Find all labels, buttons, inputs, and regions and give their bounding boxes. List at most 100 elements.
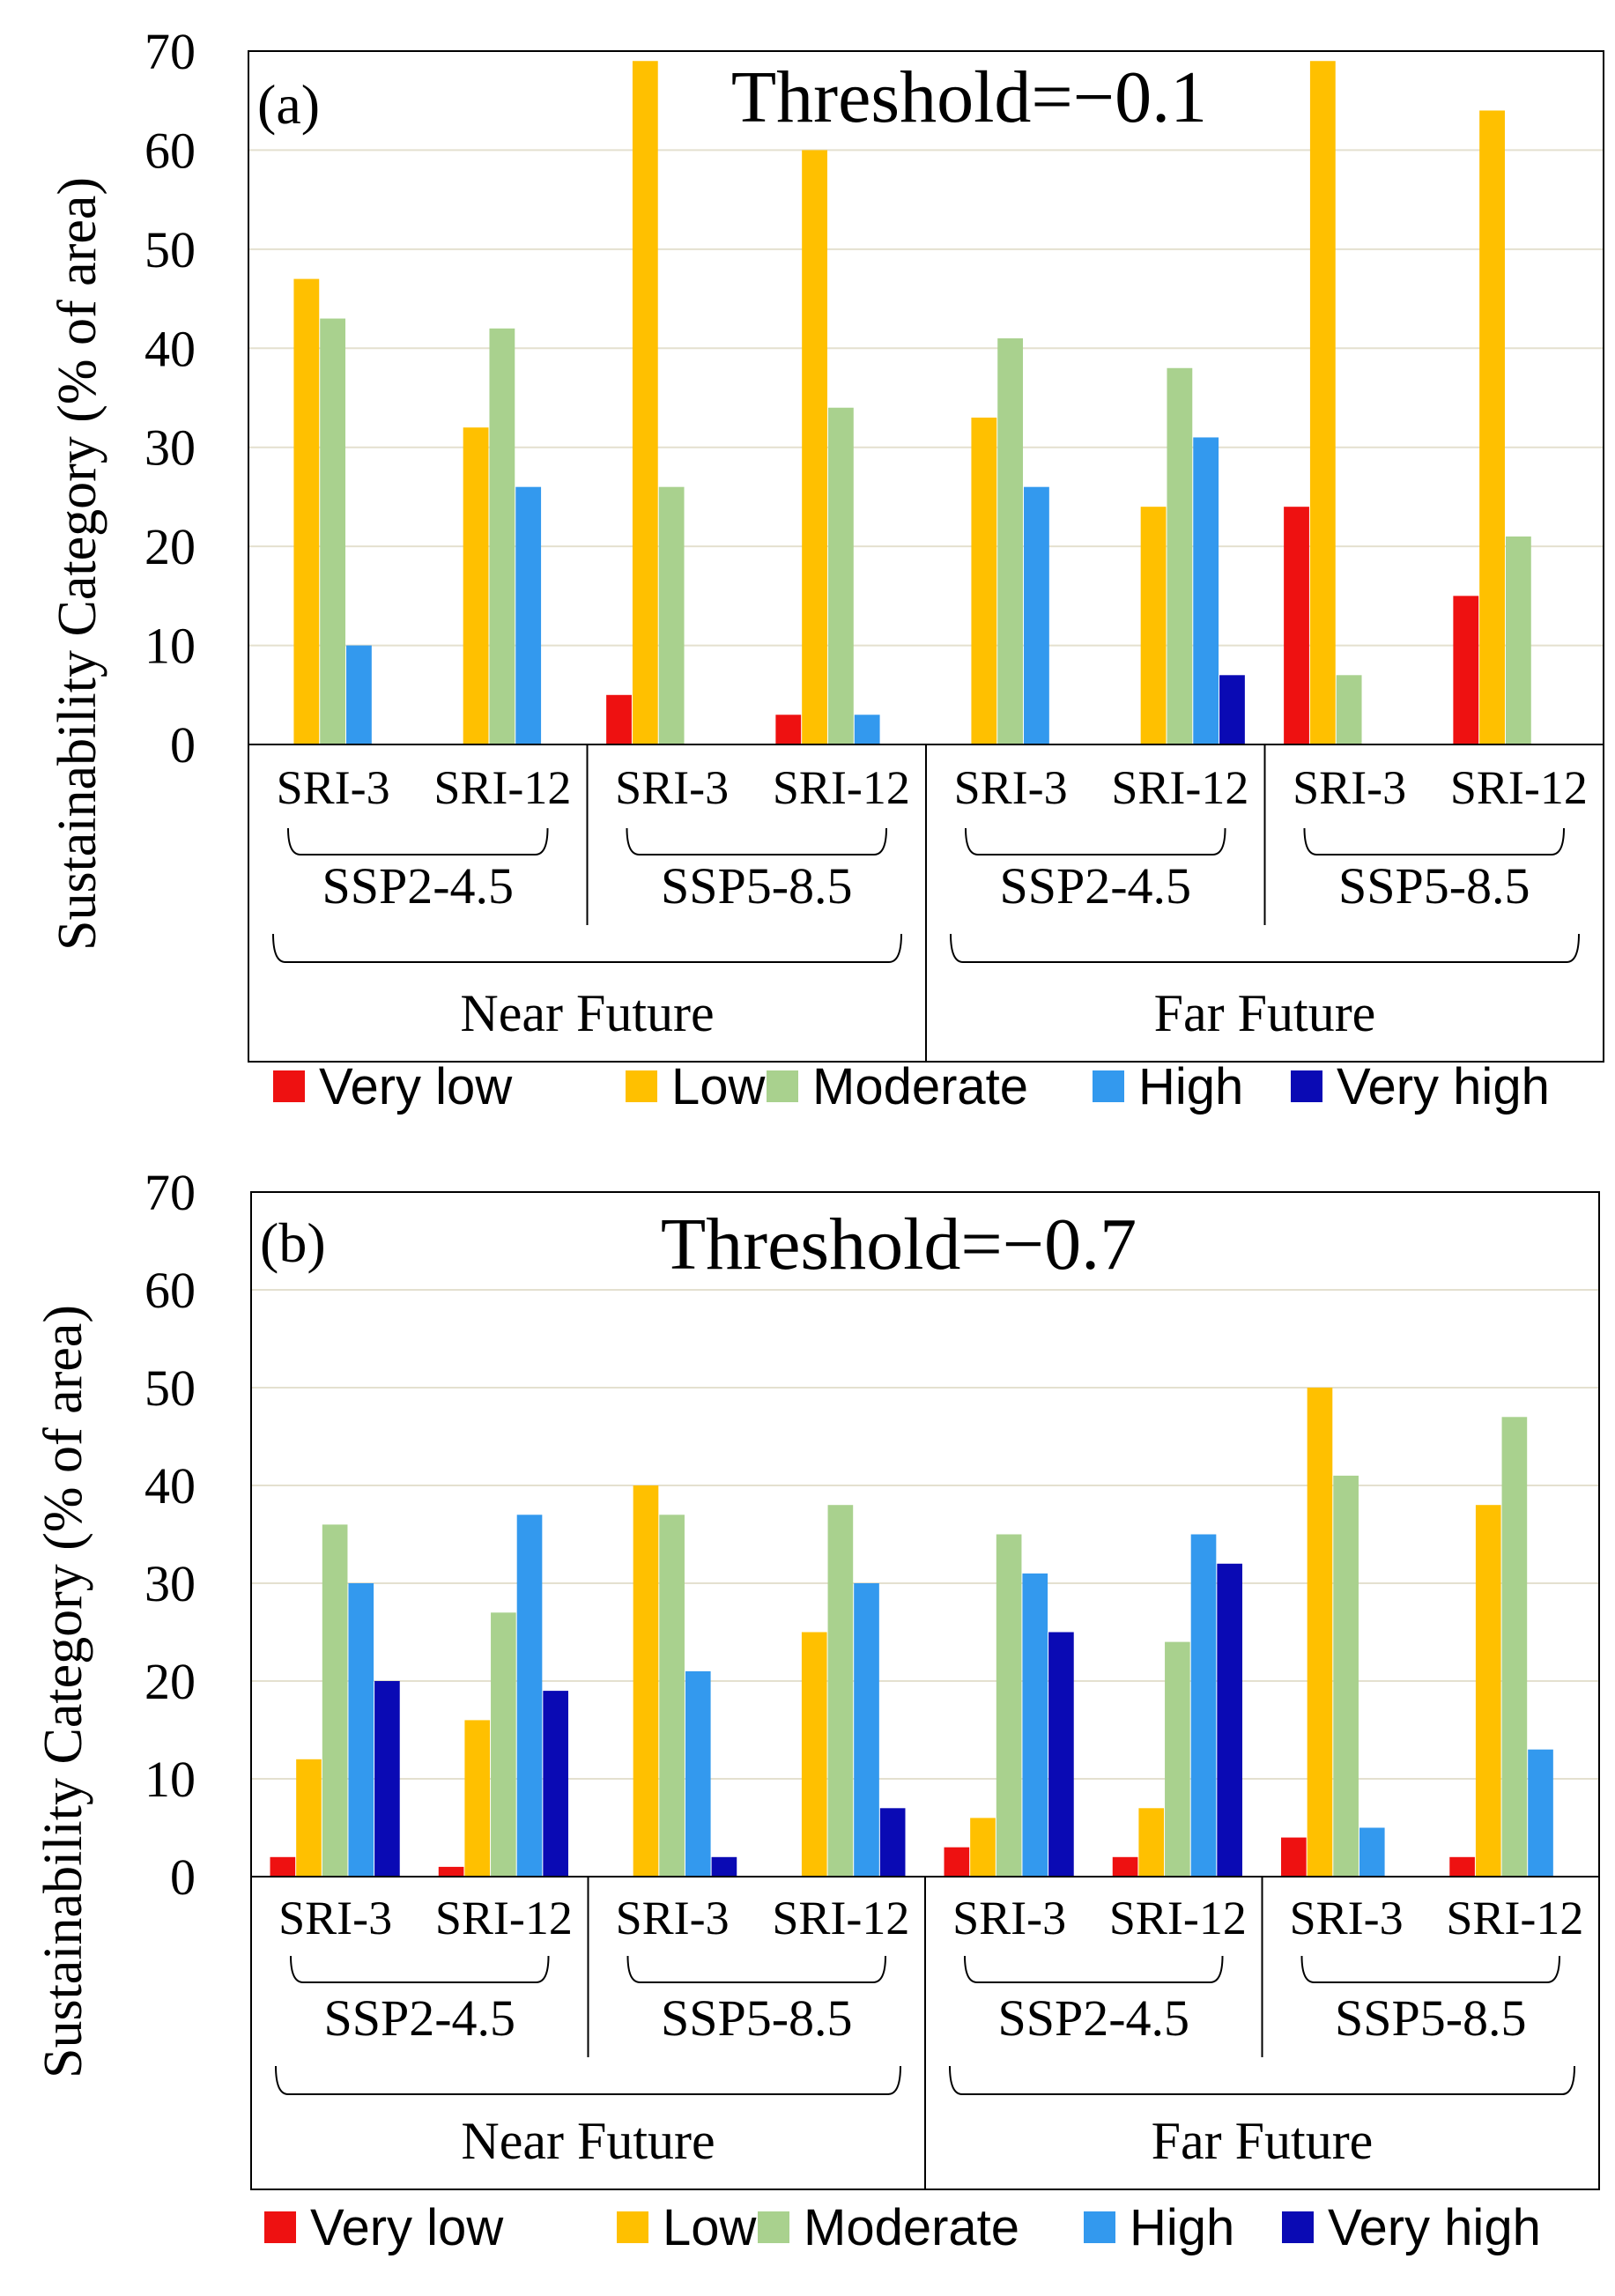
y-tick-label: 0 — [170, 1848, 196, 1906]
y-tick-label: 50 — [144, 221, 196, 278]
bar-moderate — [1505, 536, 1531, 744]
bar-very-low — [1112, 1856, 1138, 1877]
period-bracket — [275, 2065, 901, 2095]
legend-a: Very low Low Moderate High Very high — [273, 1058, 1550, 1115]
bar-very-high — [1048, 1632, 1074, 1877]
scenario-label: SSP5-8.5 — [1335, 1989, 1527, 2047]
bar-low — [1307, 1388, 1333, 1877]
bar-very-high — [374, 1681, 400, 1877]
legend-swatch-very-high — [1291, 1070, 1322, 1102]
y-tick-label: 30 — [144, 419, 196, 477]
scenario-label: SSP5-8.5 — [1338, 857, 1530, 915]
legend-label: Moderate — [812, 1058, 1028, 1115]
y-tick-label: 40 — [144, 320, 196, 377]
y-tick-label: 50 — [144, 1359, 196, 1417]
bar-very-high — [543, 1691, 568, 1877]
x-category-label: SRI-12 — [1109, 1892, 1247, 1944]
bar-very-low — [1453, 596, 1479, 744]
scenario-bracket — [626, 1955, 886, 1983]
panel-b: 0 10 20 30 40 50 60 70 SRI-3 SRI-12 SRI-3 SRI-12 SRI… — [144, 1164, 1600, 2190]
period-label: Far Future — [1154, 984, 1376, 1042]
legend-label: Very high — [1337, 1058, 1550, 1115]
bar-high — [1024, 486, 1049, 744]
period-label: Near Future — [461, 2112, 715, 2170]
bar-low — [971, 417, 997, 744]
scenario-label: SSP2-4.5 — [997, 1989, 1189, 2047]
y-tick-label: 0 — [170, 716, 196, 774]
scenario-bracket — [626, 827, 887, 855]
bar-moderate — [827, 407, 854, 744]
panel-label: (a) — [257, 73, 320, 136]
bar-high — [1528, 1749, 1553, 1877]
x-category-label: SRI-12 — [433, 761, 571, 814]
y-tick-label: 20 — [144, 1653, 196, 1710]
bar-low — [1138, 1808, 1165, 1877]
bar-moderate — [1501, 1417, 1528, 1877]
x-category-label: SRI-12 — [1446, 1892, 1583, 1944]
bar-very-low — [775, 715, 802, 744]
bar-very-low — [438, 1866, 464, 1877]
bar-high — [515, 486, 542, 744]
bar-very-low — [606, 694, 632, 744]
x-category-label: SRI-3 — [1290, 1892, 1404, 1944]
legend-label: Very low — [310, 2199, 504, 2256]
y-tick-label: 40 — [144, 1457, 196, 1515]
y-tick-label: 60 — [144, 1262, 196, 1319]
period-label: Near Future — [460, 984, 714, 1042]
x-category-label: SRI-12 — [1450, 761, 1588, 814]
y-tick-label: 70 — [144, 23, 196, 80]
y-tick-label: 10 — [144, 1751, 196, 1808]
scenario-bracket — [287, 827, 549, 855]
bar-very-low — [944, 1847, 970, 1877]
bar-moderate — [1167, 367, 1193, 744]
bar-moderate — [996, 1534, 1022, 1877]
legend-swatch-high — [1084, 2211, 1115, 2243]
bar-moderate — [659, 1515, 685, 1877]
bar-very-high — [879, 1808, 906, 1877]
bar-high — [685, 1670, 711, 1877]
bar-high — [1022, 1573, 1048, 1877]
legend-swatch-low — [626, 1070, 657, 1102]
legend-swatch-very-low — [273, 1070, 305, 1102]
y-axis-title-a: Sustainability Category (% of area) — [48, 177, 107, 951]
bar-low — [1475, 1505, 1501, 1877]
x-category-label: SRI-3 — [278, 1892, 392, 1944]
bar-moderate — [491, 1612, 516, 1877]
legend-label: Very low — [319, 1058, 513, 1115]
legend-label: Low — [663, 2199, 758, 2256]
bar-high — [854, 715, 880, 744]
scenario-bracket — [965, 827, 1226, 855]
bar-very-low — [270, 1856, 296, 1877]
legend-swatch-very-high — [1282, 2211, 1314, 2243]
scenario-label: SSP2-4.5 — [322, 857, 514, 915]
scenario-bracket — [290, 1955, 550, 1983]
bar-high — [346, 645, 372, 744]
x-category-label: SRI-3 — [952, 1892, 1066, 1944]
chart-title: Threshold=−0.1 — [731, 56, 1207, 138]
bar-low — [970, 1818, 996, 1877]
bar-high — [516, 1515, 543, 1877]
bar-very-high — [1217, 1563, 1242, 1877]
bar-moderate — [1333, 1475, 1359, 1877]
x-category-label: SRI-3 — [277, 761, 390, 814]
bar-moderate — [489, 328, 515, 744]
bar-low — [632, 61, 658, 744]
bar-low — [1479, 110, 1505, 744]
legend-label: High — [1138, 1058, 1243, 1115]
legend-swatch-moderate — [767, 1070, 798, 1102]
scenario-bracket — [1303, 827, 1565, 855]
scenario-label: SSP2-4.5 — [999, 857, 1191, 915]
legend-label: Very high — [1328, 2199, 1541, 2256]
bar-moderate — [320, 318, 346, 744]
x-category-label: SRI-3 — [954, 761, 1068, 814]
bar-very-low — [1284, 507, 1309, 744]
legend-swatch-high — [1093, 1070, 1124, 1102]
bar-low — [1140, 507, 1167, 744]
bar-moderate — [1336, 675, 1362, 744]
bar-moderate — [322, 1524, 348, 1877]
bar-moderate — [1165, 1641, 1190, 1877]
bar-very-high — [1219, 675, 1245, 744]
bar-low — [293, 278, 320, 745]
x-category-label: SRI-3 — [615, 761, 729, 814]
